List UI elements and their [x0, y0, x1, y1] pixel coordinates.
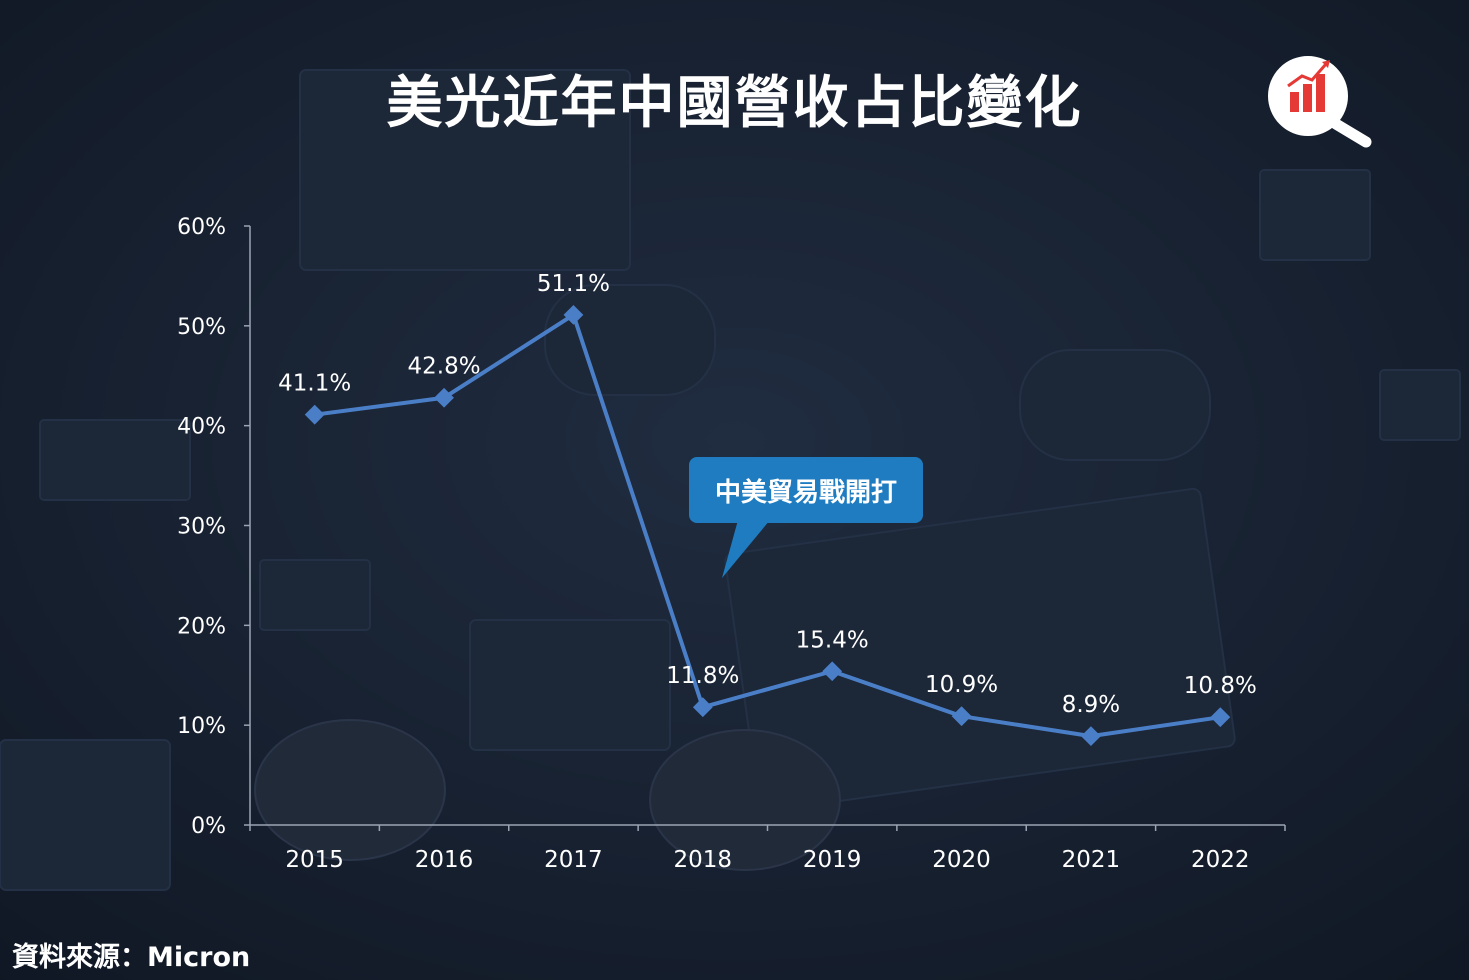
data-point-marker — [563, 304, 584, 325]
data-point-marker — [304, 404, 325, 425]
x-tick-label: 2021 — [1062, 847, 1121, 873]
trade-war-callout: 中美貿易戰開打 — [689, 457, 923, 523]
data-point-marker — [434, 387, 454, 408]
y-tick-label: 30% — [177, 515, 226, 540]
data-label: 41.1% — [278, 371, 351, 397]
x-tick-label: 2020 — [932, 847, 991, 873]
series-polyline — [314, 312, 1221, 739]
x-tick-label: 2015 — [285, 847, 344, 873]
y-tick-label: 10% — [177, 714, 226, 739]
y-tick-label: 40% — [177, 415, 226, 440]
data-label: 15.4% — [796, 627, 869, 653]
data-point-marker — [822, 661, 843, 682]
y-tick-label: 60% — [177, 215, 226, 240]
x-tick-label: 2018 — [674, 847, 733, 873]
data-point-marker — [951, 706, 972, 727]
series-line — [304, 304, 1231, 747]
y-axis-ticks: 0% 10% 20% 30% 40% 50% 60% — [177, 215, 250, 839]
y-tick-label: 50% — [177, 315, 226, 340]
data-label: 10.8% — [1184, 673, 1257, 699]
x-tick-label: 2022 — [1191, 847, 1250, 873]
data-labels: 41.1% 42.8% 51.1% 11.8% 15.4% 10.9% 8.9% 10.8% — [278, 271, 1257, 718]
source-note: 資料來源：Micron — [12, 942, 251, 973]
data-label: 11.8% — [666, 663, 739, 689]
data-label: 51.1% — [537, 271, 610, 297]
data-point-marker — [1081, 726, 1101, 747]
chart-title: 美光近年中國營收占比變化 — [386, 71, 1083, 136]
magnifier-bar-chart-icon — [1268, 56, 1372, 148]
x-tick-label: 2016 — [415, 847, 474, 873]
data-label: 10.9% — [925, 672, 998, 698]
x-tick-label: 2017 — [544, 847, 603, 873]
x-axis-ticks: 2015 2016 2017 2018 2019 2020 2021 2022 — [249, 825, 1286, 873]
data-label: 8.9% — [1062, 692, 1120, 718]
y-tick-label: 0% — [191, 814, 226, 839]
data-label: 42.8% — [408, 354, 481, 380]
y-tick-label: 20% — [177, 614, 226, 639]
data-point-marker — [1210, 707, 1231, 728]
data-point-marker — [692, 697, 713, 718]
x-tick-label: 2019 — [803, 847, 862, 873]
